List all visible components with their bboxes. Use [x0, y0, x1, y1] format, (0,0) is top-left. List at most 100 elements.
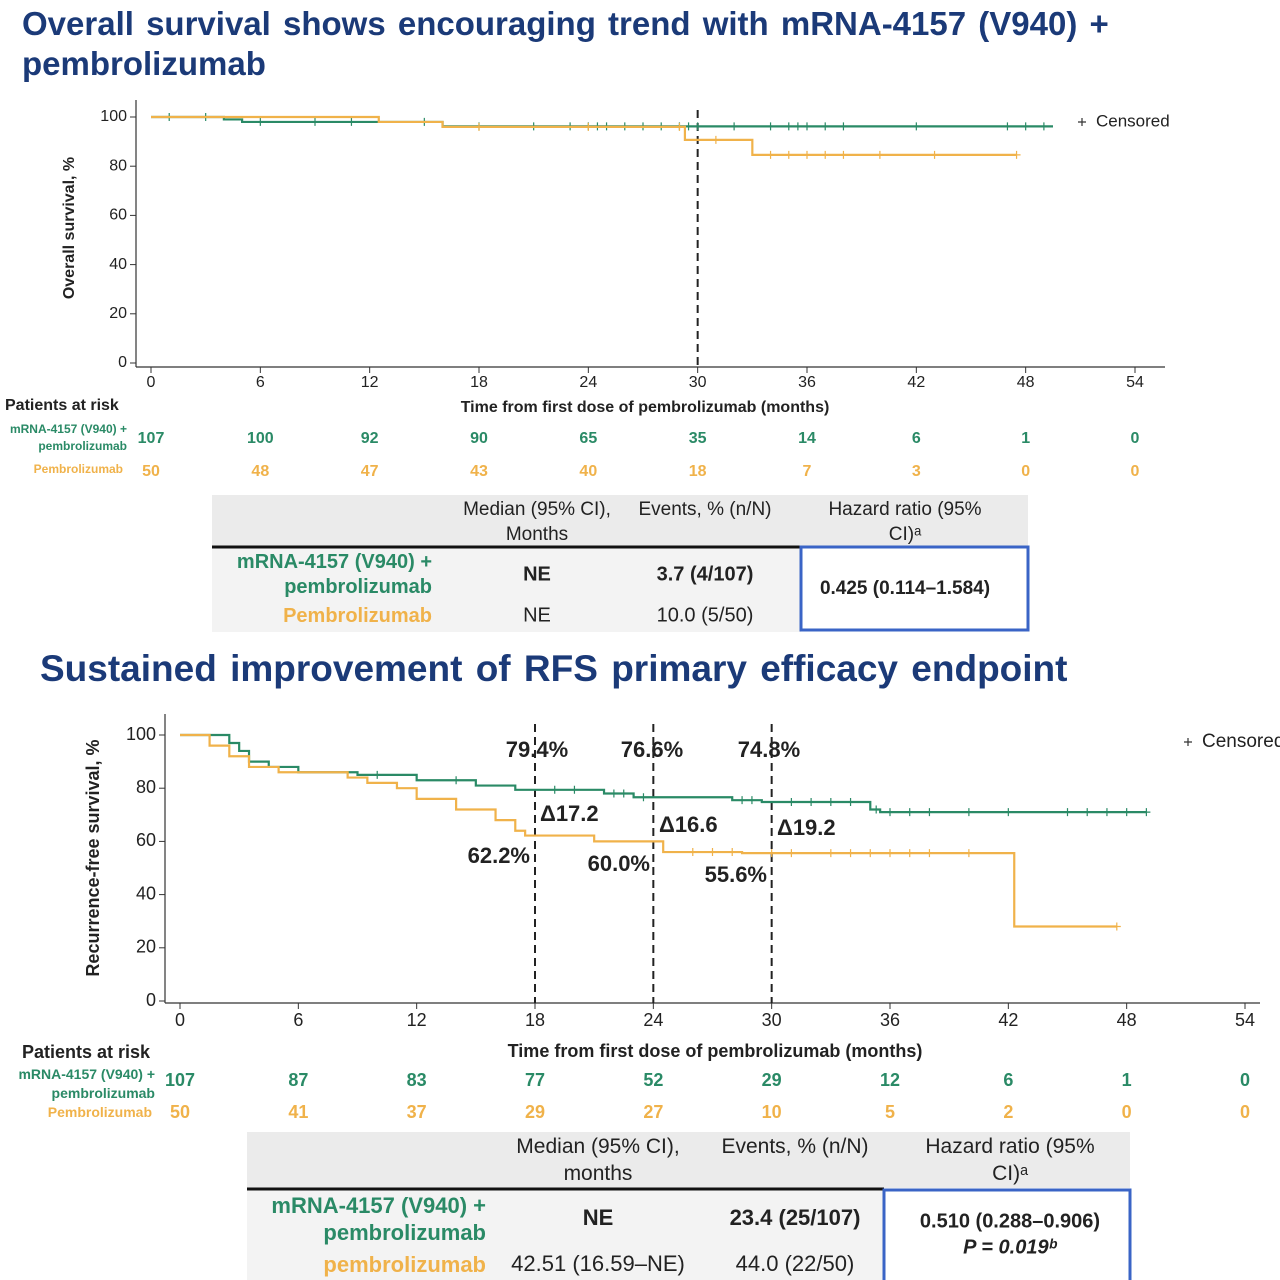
censor-mark: [839, 122, 848, 131]
censor-mark: [1021, 122, 1030, 131]
censor-mark: [807, 798, 816, 807]
censor-mark: [1004, 808, 1013, 817]
x-tick-label: 18: [525, 1010, 545, 1030]
y-tick-label: 60: [136, 830, 156, 850]
risk-count: 83: [407, 1070, 427, 1090]
table-events: 44.0 (22/50): [736, 1251, 855, 1276]
censor-mark: [256, 117, 265, 126]
risk-count: 1: [1122, 1070, 1132, 1090]
censor-mark: [886, 849, 894, 858]
table-row-label: pembrolizumab: [323, 1252, 486, 1277]
risk-row-label: Pembrolizumab: [33, 462, 123, 476]
censor-mark: [738, 796, 747, 805]
table-events: 10.0 (5/50): [657, 604, 754, 626]
hazard-box: [799, 545, 1030, 632]
risk-count: 100: [247, 430, 274, 447]
censor-mark: [846, 798, 855, 807]
hazard-box: [882, 1188, 1132, 1280]
x-tick-label: 12: [361, 374, 379, 391]
censor-mark: [609, 789, 618, 798]
risk-row-label: mRNA-4157 (V940) + pembrolizumab: [9, 422, 127, 453]
censor-mark: [373, 770, 382, 779]
table-row-label: Pembrolizumab: [283, 605, 432, 627]
censor-mark: [793, 122, 802, 131]
censor-mark: [826, 798, 835, 807]
table-header-bg: [247, 1132, 1130, 1188]
risk-count: 0: [1131, 430, 1140, 447]
risk-count: 48: [251, 463, 269, 480]
x-tick-label: 42: [998, 1010, 1018, 1030]
risk-count: 12: [880, 1070, 900, 1090]
annotation: 60.0%: [588, 851, 650, 876]
annotation: 76.6%: [621, 737, 683, 762]
censor-mark: [1063, 808, 1072, 817]
censor-mark: [821, 122, 830, 131]
table-body-bg: [247, 1189, 884, 1280]
y-tick-label: 0: [118, 354, 127, 371]
censor-mark: [347, 117, 356, 126]
censor-mark: [730, 122, 739, 131]
risk-count: 50: [170, 1102, 190, 1122]
survival-curve: [151, 115, 1053, 128]
risk-count: 2: [1003, 1102, 1013, 1122]
censor-mark: [821, 150, 830, 159]
chart-title: Sustained improvement of RFS primary eff…: [40, 648, 1068, 689]
censor-mark: [886, 808, 894, 817]
censor-mark: [803, 150, 811, 159]
risk-count: 0: [1240, 1070, 1250, 1090]
risk-row-label: mRNA-4157 (V940) + pembrolizumab: [18, 1066, 155, 1101]
x-tick-label: 0: [147, 374, 156, 391]
survival-curve: [151, 115, 1017, 156]
table-body-bg: [212, 547, 801, 632]
x-tick-label: 18: [470, 374, 488, 391]
censor-mark: [1003, 122, 1012, 131]
x-tick-label: 54: [1235, 1010, 1255, 1030]
risk-count: 50: [142, 463, 160, 480]
risk-count: 47: [361, 463, 379, 480]
censor-mark: [584, 122, 593, 131]
risk-count: 0: [1131, 463, 1140, 480]
legend-label: Censored: [1096, 111, 1170, 130]
x-tick-label: 12: [407, 1010, 427, 1030]
table-median: NE: [523, 563, 551, 585]
risk-title: Patients at risk: [22, 1042, 151, 1062]
x-tick-label: 36: [880, 1010, 900, 1030]
y-tick-label: 80: [109, 157, 127, 174]
y-axis-label: Recurrence-free survival, %: [83, 739, 103, 976]
censor-mark: [1122, 808, 1131, 817]
survival-curve: [180, 733, 1147, 814]
table-events: 23.4 (25/107): [730, 1205, 861, 1230]
table-header: Events, % (n/N): [721, 1135, 869, 1158]
censor-mark: [875, 150, 884, 159]
annotation: 79.4%: [506, 737, 568, 762]
table-median: NE: [583, 1205, 614, 1230]
censor-mark: [846, 849, 855, 858]
risk-count: 0: [1122, 1102, 1132, 1122]
risk-count: 5: [885, 1102, 895, 1122]
censor-mark: [550, 785, 559, 794]
risk-count: 6: [912, 430, 921, 447]
x-axis-label: Time from first dose of pembrolizumab (m…: [461, 399, 830, 416]
risk-count: 29: [525, 1102, 545, 1122]
censor-mark: [766, 150, 775, 159]
x-tick-label: 30: [689, 374, 707, 391]
risk-count: 1: [1021, 430, 1030, 447]
risk-count: 92: [361, 430, 379, 447]
y-tick-label: 80: [136, 777, 156, 797]
y-tick-label: 60: [109, 207, 127, 224]
censor-mark: [905, 808, 914, 817]
risk-count: 41: [288, 1102, 308, 1122]
risk-count: 90: [470, 430, 488, 447]
x-tick-label: 42: [907, 374, 925, 391]
censor-mark: [787, 798, 796, 807]
censor-mark: [693, 122, 702, 131]
censor-mark: [766, 122, 775, 131]
risk-count: 52: [643, 1070, 663, 1090]
censor-mark: [475, 122, 483, 131]
censor-mark: [708, 848, 717, 857]
censor-mark: [866, 849, 875, 858]
y-tick-label: 40: [136, 883, 156, 903]
censor-mark: [619, 789, 628, 798]
risk-count: 107: [165, 1070, 195, 1090]
